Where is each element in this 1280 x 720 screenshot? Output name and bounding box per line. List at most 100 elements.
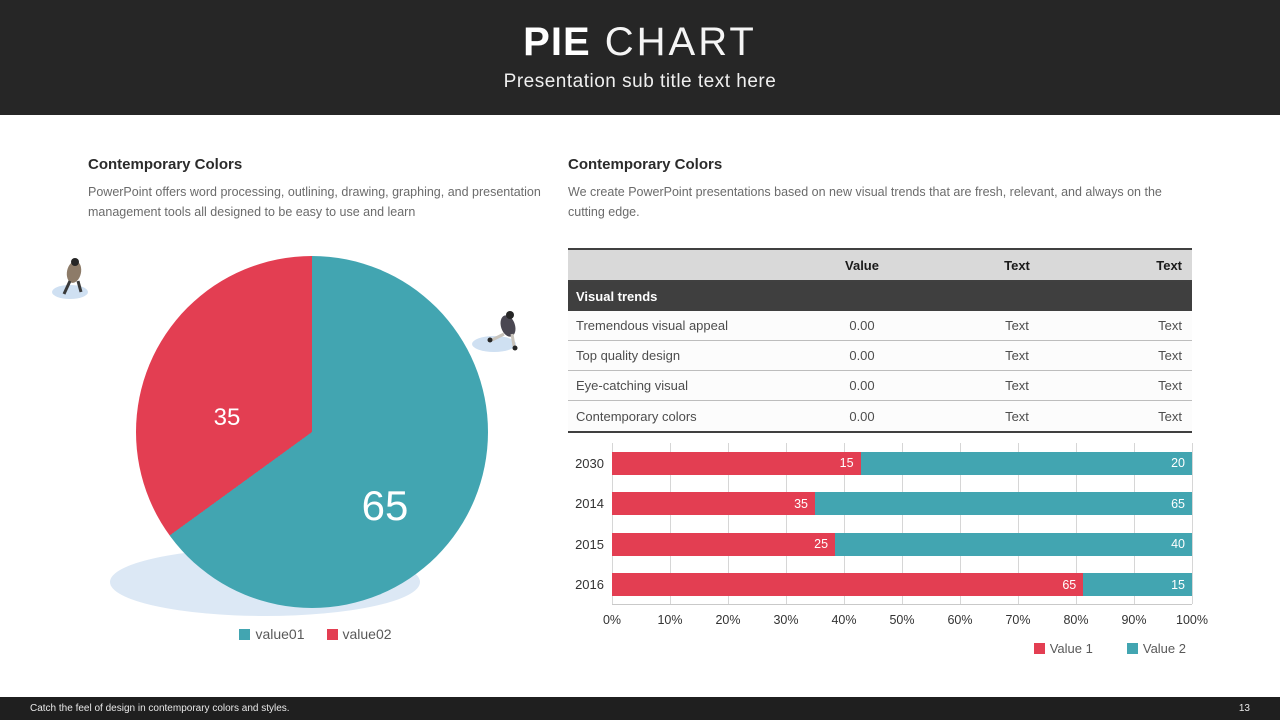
bar-segment: 15 xyxy=(1083,573,1192,597)
bar-row: 2016 65 15 xyxy=(575,565,1192,606)
x-axis-tick: 0% xyxy=(602,613,622,627)
x-axis-tick: 10% xyxy=(657,613,683,627)
table-cell: Text xyxy=(1158,378,1182,393)
x-axis-tick: 70% xyxy=(1005,613,1031,627)
bar-value-label: 40 xyxy=(1171,537,1185,552)
bar-legend-item-swatch xyxy=(1126,643,1138,654)
right-body-text: We create PowerPoint presentations based… xyxy=(568,185,1162,219)
bar-category-label: 2015 xyxy=(575,536,604,552)
x-axis-tick: 20% xyxy=(715,613,741,627)
bar-value-label: 20 xyxy=(1171,456,1185,471)
table-cell: 0.00 xyxy=(849,408,875,424)
left-body-text: PowerPoint offers word processing, outli… xyxy=(88,185,541,219)
pie-legend-item: value01 xyxy=(239,626,305,642)
page-title-bold: PIE xyxy=(523,20,591,64)
table-row: Tremendous visual appeal 0.00 Text Text xyxy=(568,311,1192,341)
bar-segment: 65 xyxy=(815,492,1192,516)
table-cell: Text xyxy=(1005,378,1029,393)
pie-label-value02: 35 xyxy=(213,404,241,431)
bar-segment: 35 xyxy=(612,492,815,516)
bar-track: 15 20 xyxy=(612,451,1192,475)
x-axis-tick: 100% xyxy=(1176,613,1208,627)
table-cell: Text xyxy=(1158,318,1182,333)
bar-value-label: 35 xyxy=(794,496,808,511)
table-cell: Text xyxy=(1158,408,1182,424)
bar-row: 2015 25 40 xyxy=(575,524,1192,565)
table-row: Eye-catching visual 0.00 Text Text xyxy=(568,371,1192,401)
gridline xyxy=(612,443,613,604)
bar-segment: 25 xyxy=(612,532,836,556)
table-cell: Top quality design xyxy=(576,348,681,363)
footer-note: Catch the feel of design in contemporary… xyxy=(30,703,290,714)
person-figure-icon xyxy=(472,311,518,352)
stacked-bar-chart: 2030 15 20 2014 35 65 2015 25 40 2016 65 15 0% 10% 20… xyxy=(568,443,1208,656)
left-column: Contemporary Colors PowerPoint offers wo… xyxy=(88,156,543,222)
bar-row: 2030 15 20 xyxy=(575,443,1192,484)
gridline xyxy=(728,443,729,604)
bar-category-label: 2014 xyxy=(575,496,604,512)
pie-legend-item-label: value01 xyxy=(255,626,305,642)
bar-legend-item-label: Value 2 xyxy=(1142,641,1186,656)
table-header-cell: Text xyxy=(1156,257,1182,273)
bar-value-label: 65 xyxy=(1171,496,1185,511)
page-subtitle: Presentation sub title text here xyxy=(503,71,777,92)
bar-segment: 65 xyxy=(612,573,1084,597)
bar-segment: 15 xyxy=(612,451,861,475)
x-axis-tick: 90% xyxy=(1121,613,1147,627)
bar-legend-item: Value 2 xyxy=(1126,641,1186,656)
page-title-light: CHART xyxy=(590,20,757,64)
table-cell: 0.00 xyxy=(849,348,875,363)
bar-track: 35 65 xyxy=(612,492,1192,516)
bar-chart-x-axis: 0% 10% 20% 30% 40% 50% 60% 70% 80% 90% 100% xyxy=(603,611,1208,633)
gridline xyxy=(1192,443,1193,604)
x-axis-tick: 80% xyxy=(1063,613,1089,627)
page-number: 13 xyxy=(1238,703,1250,714)
table-cell: 0.00 xyxy=(849,378,875,393)
table-body: Tremendous visual appeal 0.00 Text Text Top … xyxy=(568,311,1192,431)
bar-value-label: 25 xyxy=(814,537,829,552)
table-cell: Text xyxy=(1005,318,1029,333)
right-heading: Contemporary Colors xyxy=(568,156,723,173)
gridline xyxy=(1018,443,1019,604)
table-cell: Text xyxy=(1005,348,1029,363)
gridline xyxy=(670,443,671,604)
bar-track: 65 15 xyxy=(612,573,1192,597)
table-header-cell: Text xyxy=(1004,257,1030,273)
pie-legend-item-label: value02 xyxy=(342,626,392,642)
bar-chart-plot: 2030 15 20 2014 35 65 2015 25 40 2016 65 15 xyxy=(575,443,1193,606)
table-cell: Text xyxy=(1158,348,1182,363)
pie-legend-item-swatch xyxy=(326,628,338,640)
pie-legend-item: value02 xyxy=(326,626,392,642)
bar-legend-item-label: Value 1 xyxy=(1049,641,1093,656)
table-header-cell: Value xyxy=(845,257,879,273)
bar-value-label: 15 xyxy=(839,456,854,471)
pie-label-value01: 65 xyxy=(361,482,409,529)
bar-category-label: 2030 xyxy=(575,455,604,471)
pie-chart xyxy=(136,256,488,608)
table-cell: Tremendous visual appeal xyxy=(576,318,728,333)
table-section-row: Visual trends xyxy=(568,282,1192,311)
slide-header: PIE CHART Presentation sub title text he… xyxy=(0,0,1280,115)
bar-segment: 40 xyxy=(835,532,1192,556)
bar-value-label: 15 xyxy=(1171,577,1185,592)
slide-footer: Catch the feel of design in contemporary… xyxy=(0,697,1280,720)
gridline xyxy=(786,443,787,604)
bar-category-label: 2016 xyxy=(575,577,604,593)
pie-legend: value01 value02 xyxy=(88,626,543,642)
table-cell: 0.00 xyxy=(849,318,875,333)
person-figure-icon xyxy=(52,258,88,299)
gridline xyxy=(1134,443,1135,604)
x-axis-tick: 60% xyxy=(947,613,973,627)
data-table: Value Text Text Visual trends Tremendous… xyxy=(568,248,1192,433)
bar-chart-legend: Value 1 Value 2 xyxy=(568,641,1192,656)
bar-value-label: 65 xyxy=(1062,577,1077,592)
right-column: Contemporary Colors We create PowerPoint… xyxy=(568,156,1192,433)
page-title: PIE CHART xyxy=(0,20,1280,65)
pie-legend-item-swatch xyxy=(239,628,251,640)
table-section-label: Visual trends xyxy=(576,289,658,304)
bar-track: 25 40 xyxy=(612,532,1192,556)
pie-chart-area: 35 65 xyxy=(40,248,518,618)
table-row: Contemporary colors 0.00 Text Text xyxy=(568,401,1192,431)
table-row: Top quality design 0.00 Text Text xyxy=(568,341,1192,371)
left-heading: Contemporary Colors xyxy=(88,156,243,173)
